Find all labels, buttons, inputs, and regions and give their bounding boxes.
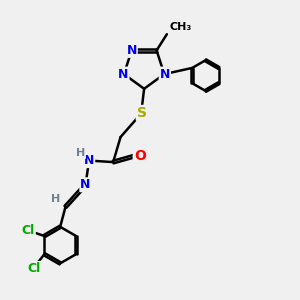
Text: CH₃: CH₃ bbox=[170, 22, 192, 32]
Text: N: N bbox=[118, 68, 128, 81]
Text: O: O bbox=[134, 148, 146, 163]
Text: S: S bbox=[137, 106, 147, 120]
Text: N: N bbox=[84, 154, 94, 167]
Text: Cl: Cl bbox=[22, 224, 35, 237]
Text: H: H bbox=[51, 194, 60, 204]
Text: N: N bbox=[160, 68, 170, 81]
Text: N: N bbox=[80, 178, 91, 191]
Text: H: H bbox=[76, 148, 86, 158]
Text: Cl: Cl bbox=[28, 262, 41, 275]
Text: N: N bbox=[127, 44, 137, 57]
